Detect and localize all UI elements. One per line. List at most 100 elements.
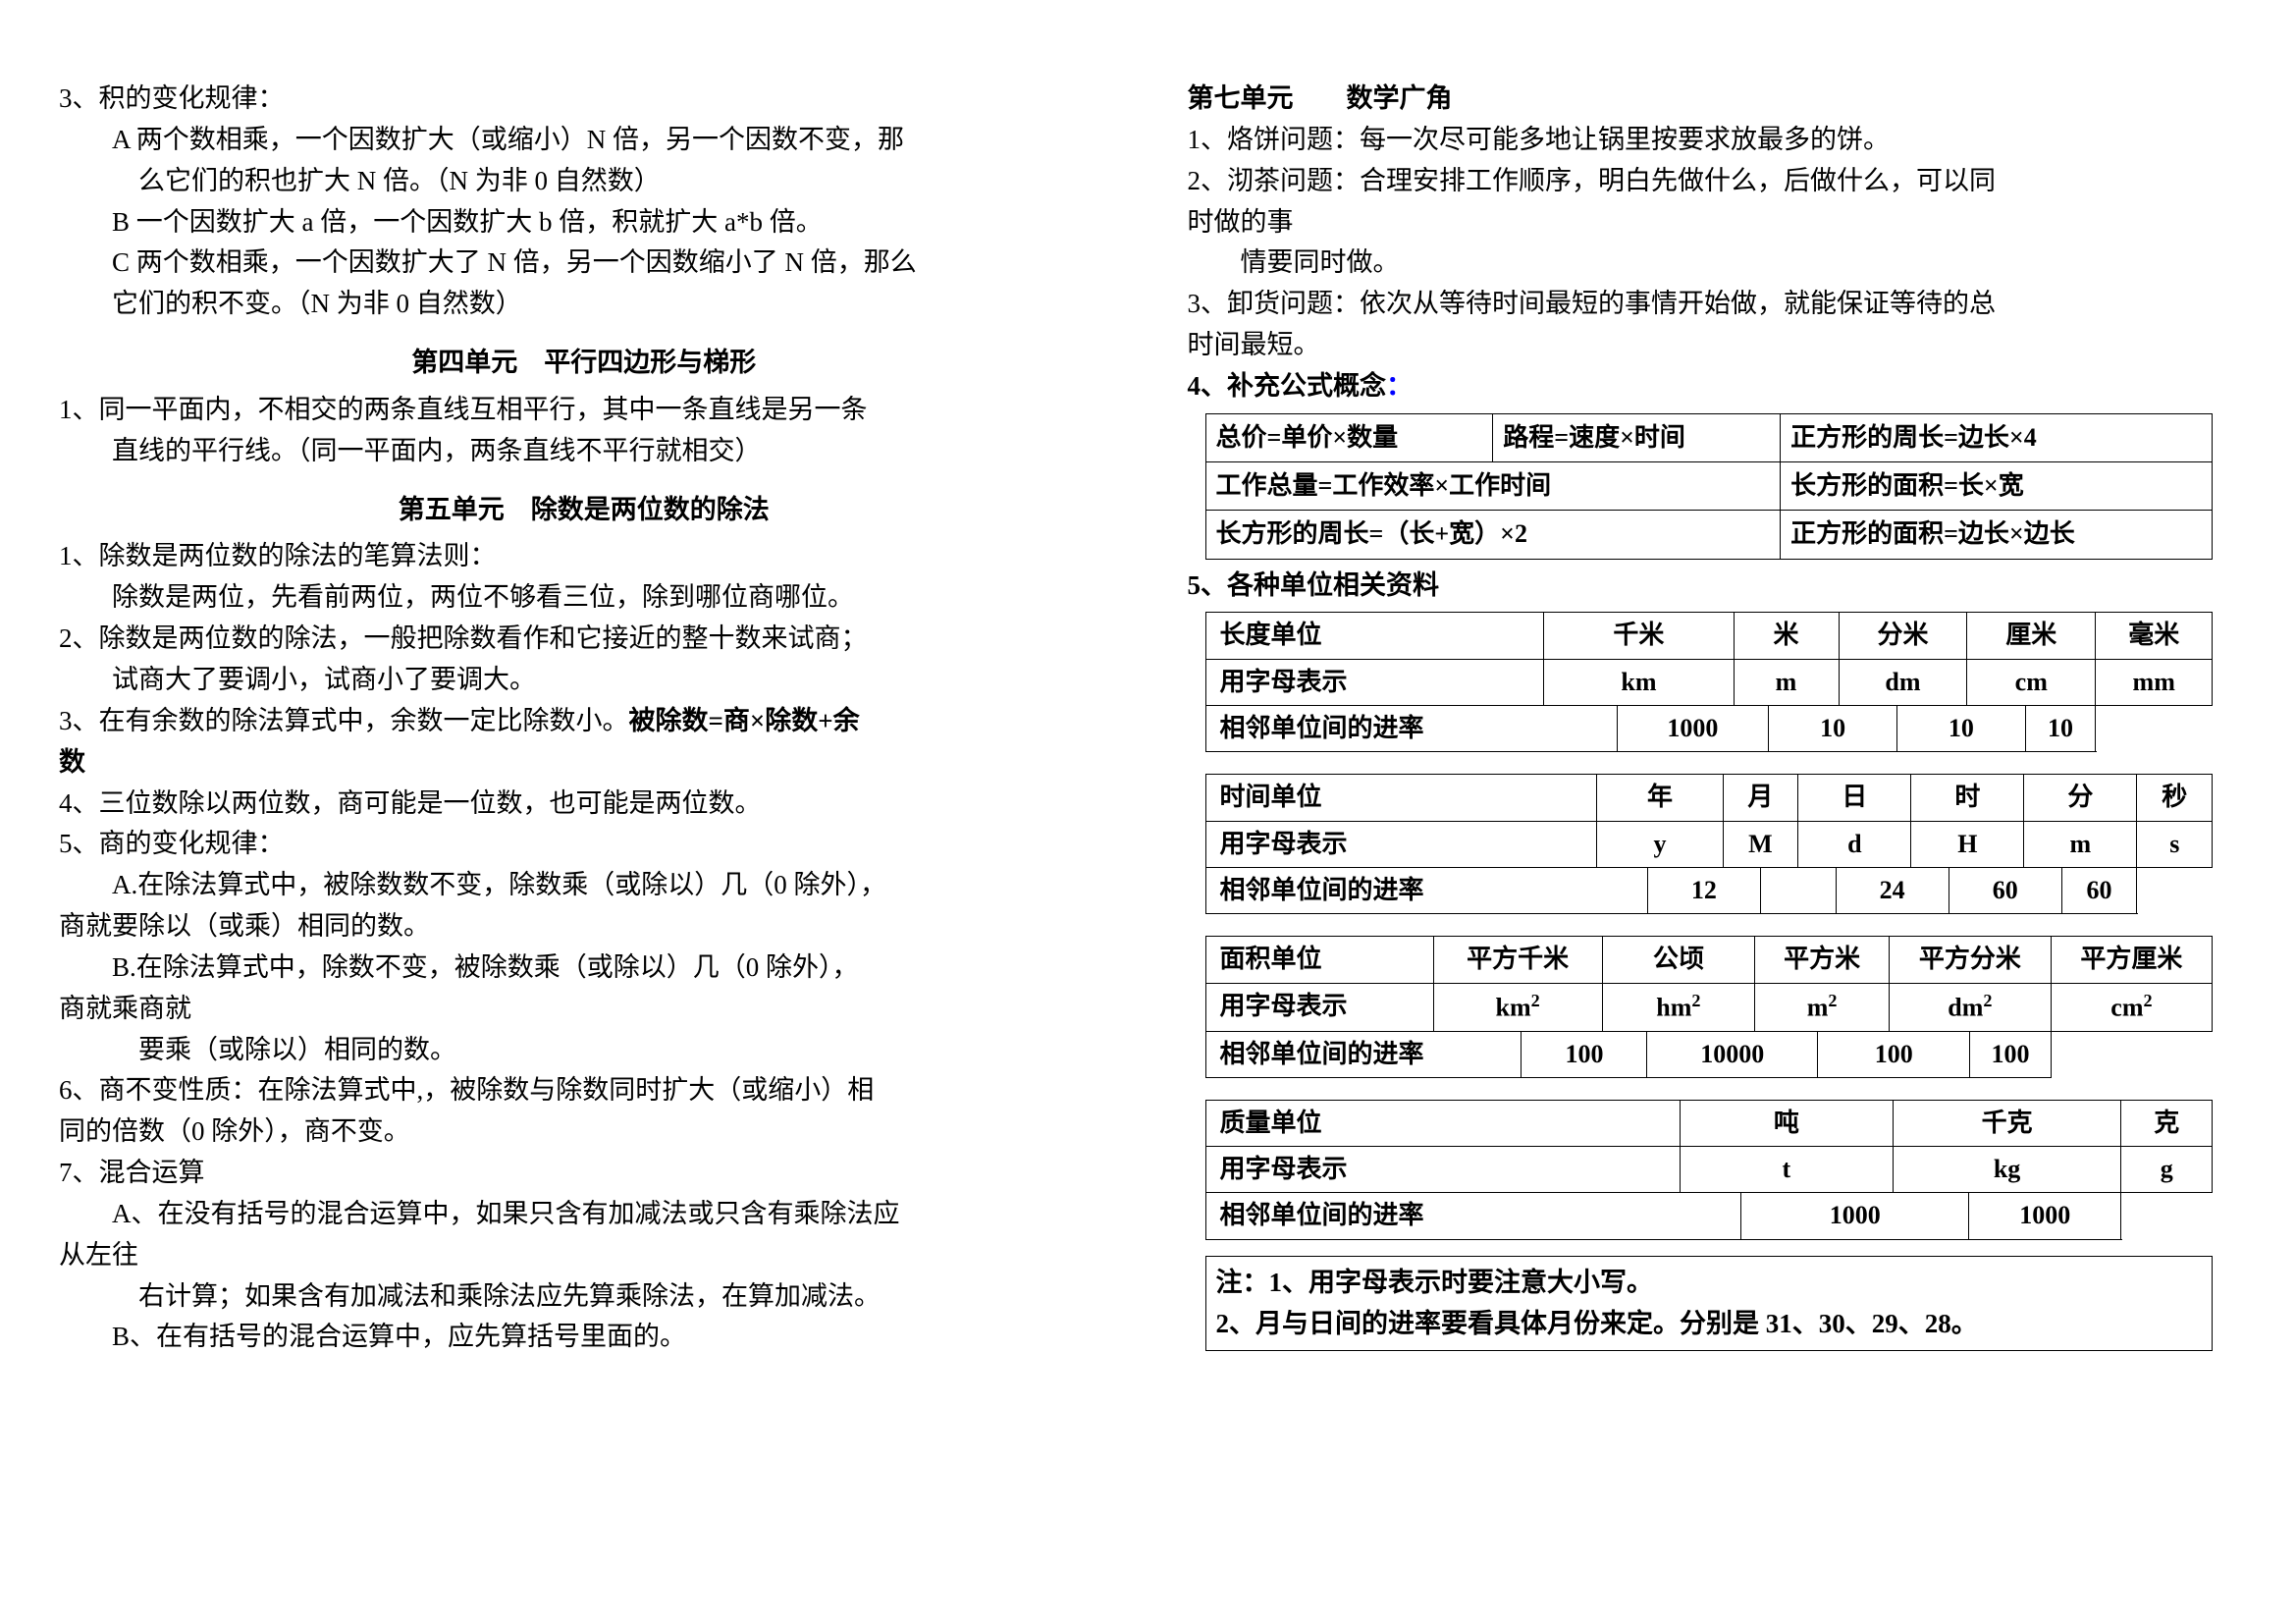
- sec3-c2: 它们的积不变。（N 为非 0 自然数）: [59, 284, 1109, 325]
- time-u1: 月: [1723, 775, 1798, 821]
- length-sym2: dm: [1839, 659, 1967, 705]
- unit5-p1b: 除数是两位，先看前两位，两位不够看三位，除到哪位商哪位。: [59, 577, 1109, 619]
- unit5-p5: 5、商的变化规律：: [59, 824, 1109, 865]
- unit7-p5title: 5、各种单位相关资料: [1188, 566, 2238, 607]
- sec3-b1: B 一个因数扩大 a 倍，一个因数扩大 b 倍，积就扩大 a*b 倍。: [59, 202, 1109, 244]
- unit7-p4title-text: 4、补充公式概念: [1188, 371, 1387, 401]
- length-table: 长度单位 千米 米 分米 厘米 毫米 用字母表示 km m dm cm mm 相…: [1205, 612, 2214, 752]
- unit7-heading: 第七单元 数学广角: [1188, 79, 2238, 120]
- time-rate1: [1760, 867, 1836, 913]
- length-rate3: 10: [2025, 706, 2095, 752]
- unit4-heading: 第四单元 平行四边形与梯形: [59, 343, 1109, 384]
- unit5-p1a-text: 1、除数是两位数的除法的笔算法则：: [59, 541, 497, 570]
- mass-sym0: t: [1680, 1147, 1893, 1193]
- time-rate4: 60: [2061, 867, 2137, 913]
- length-label: 长度单位: [1205, 613, 1544, 659]
- unit5-p7a3: 右计算；如果含有加减法和乘除法应先算乘除法，在算加减法。: [59, 1276, 1109, 1318]
- area-u2: 平方米: [1755, 937, 1890, 983]
- formula-r2c1: 工作总量=工作效率×工作时间: [1205, 462, 1781, 511]
- unit5-p1a: 1、除数是两位数的除法的笔算法则：: [59, 536, 1109, 577]
- time-table: 时间单位 年 月 日 时 分 秒 用字母表示 y M d H m s 相邻单位间…: [1205, 774, 2214, 914]
- time-sym2: d: [1798, 821, 1911, 867]
- mass-u1: 千克: [1893, 1100, 2120, 1146]
- mass-label: 质量单位: [1205, 1100, 1680, 1146]
- time-u4: 分: [2024, 775, 2137, 821]
- area-sym2: m2: [1755, 983, 1890, 1031]
- area-sym3-base: dm: [1948, 993, 1983, 1021]
- length-sym0: km: [1544, 659, 1734, 705]
- length-u0: 千米: [1544, 613, 1734, 659]
- left-column: 3、积的变化规律： A 两个数相乘，一个因数扩大（或缩小）N 倍，另一个因数不变…: [59, 79, 1119, 1565]
- unit7-p2b: 时做的事: [1188, 202, 2238, 244]
- area-rate3: 100: [1970, 1031, 2051, 1077]
- area-rate1: 10000: [1647, 1031, 1818, 1077]
- length-u2: 分米: [1839, 613, 1967, 659]
- length-sym3: cm: [1967, 659, 2096, 705]
- length-u4: 毫米: [2096, 613, 2213, 659]
- time-sym1: M: [1723, 821, 1798, 867]
- unit4-p1: 1、同一平面内，不相交的两条直线互相平行，其中一条直线是另一条: [59, 390, 1109, 431]
- area-rate-label: 相邻单位间的进率: [1205, 1031, 1522, 1077]
- unit7-p3a: 3、卸货问题：依次从等待时间最短的事情开始做，就能保证等待的总: [1188, 284, 2238, 325]
- unit5-p5a1: A.在除法算式中，被除数数不变，除数乘（或除以）几（0 除外），: [59, 865, 1109, 906]
- area-sym1-base: hm: [1656, 993, 1691, 1021]
- units-note: 注：1、用字母表示时要注意大小写。 2、月与日间的进率要看具体月份来定。分别是 …: [1205, 1256, 2214, 1352]
- unit5-p5b3: 要乘（或除以）相同的数。: [59, 1030, 1109, 1071]
- time-units-group: 时间单位 年 月 日 时 分 秒 用字母表示 y M d H m s 相邻单位间…: [1188, 768, 2238, 920]
- unit5-p6b: 同的倍数（0 除外），商不变。: [59, 1111, 1109, 1153]
- area-sym0-base: km: [1496, 993, 1531, 1021]
- area-rate2: 100: [1818, 1031, 1970, 1077]
- unit4-p2: 直线的平行线。（同一平面内，两条直线不平行就相交）: [59, 431, 1109, 472]
- time-rate-label: 相邻单位间的进率: [1205, 867, 1647, 913]
- area-sym3: dm2: [1890, 983, 2052, 1031]
- unit5-p3b: 被除数=商×除数+余: [629, 706, 860, 735]
- unit5-p5a2: 商就要除以（或乘）相同的数。: [59, 906, 1109, 947]
- sec3-a2: 么它们的积也扩大 N 倍。（N 为非 0 自然数）: [59, 161, 1109, 202]
- area-sym4: cm2: [2051, 983, 2213, 1031]
- unit7-p4colon: ：: [1386, 371, 1413, 401]
- unit5-p3a: 3、在有余数的除法算式中，余数一定比除数小。: [59, 706, 629, 735]
- unit5-p7a1: A、在没有括号的混合运算中，如果只含有加减法或只含有乘除法应: [59, 1194, 1109, 1235]
- unit5-p3: 3、在有余数的除法算式中，余数一定比除数小。被除数=商×除数+余: [59, 701, 1109, 742]
- mass-rate-label: 相邻单位间的进率: [1205, 1193, 1741, 1239]
- area-units-group: 面积单位 平方千米 公顷 平方米 平方分米 平方厘米 用字母表示 km2 hm2…: [1188, 930, 2238, 1084]
- formula-r2c2: 长方形的面积=长×宽: [1781, 462, 2213, 511]
- unit5-p6a: 6、商不变性质：在除法算式中,，被除数与除数同时扩大（或缩小）相: [59, 1070, 1109, 1111]
- unit5-p7a2: 从左往: [59, 1235, 1109, 1276]
- area-sym4-base: cm: [2110, 993, 2143, 1021]
- unit7-p1: 1、烙饼问题：每一次尽可能多地让锅里按要求放最多的饼。: [1188, 120, 2238, 161]
- time-rate2: 24: [1836, 867, 1949, 913]
- formula-table: 总价=单价×数量 路程=速度×时间 正方形的周长=边长×4 工作总量=工作效率×…: [1205, 413, 2214, 560]
- unit5-p5b2: 商就乘商就: [59, 989, 1109, 1030]
- unit5-p4: 4、三位数除以两位数，商可能是一位数，也可能是两位数。: [59, 784, 1109, 825]
- mass-sym1: kg: [1893, 1147, 2120, 1193]
- area-sym2-base: m: [1807, 993, 1829, 1021]
- time-sym5: s: [2137, 821, 2213, 867]
- mass-sym2: g: [2121, 1147, 2213, 1193]
- formula-r3c2: 正方形的面积=边长×边长: [1781, 511, 2213, 559]
- unit5-p3c: 数: [59, 742, 1109, 784]
- sec3-title: 3、积的变化规律：: [59, 79, 1109, 120]
- mass-u2: 克: [2121, 1100, 2213, 1146]
- unit5-p2b: 试商大了要调小，试商小了要调大。: [59, 660, 1109, 701]
- area-u0: 平方千米: [1433, 937, 1602, 983]
- unit5-p2a: 2、除数是两位数的除法，一般把除数看作和它接近的整十数来试商；: [59, 619, 1109, 660]
- area-rate0: 100: [1522, 1031, 1647, 1077]
- formula-r3c1: 长方形的周长=（长+宽）×2: [1205, 511, 1781, 559]
- mass-table: 质量单位 吨 千克 克 用字母表示 t kg g 相邻单位间的进率 1000 1…: [1205, 1100, 2214, 1240]
- unit5-p5b1: B.在除法算式中，除数不变，被除数乘（或除以）几（0 除外），: [59, 947, 1109, 989]
- time-sym3: H: [1911, 821, 2024, 867]
- unit7-p2c: 情要同时做。: [1188, 243, 2238, 284]
- unit7-p2a: 2、沏茶问题：合理安排工作顺序，明白先做什么，后做什么，可以同: [1188, 161, 2238, 202]
- area-u4: 平方厘米: [2051, 937, 2213, 983]
- formula-r1c2: 路程=速度×时间: [1493, 413, 1781, 461]
- sec3-c1: C 两个数相乘，一个因数扩大了 N 倍，另一个因数缩小了 N 倍，那么: [59, 243, 1109, 284]
- time-u0: 年: [1597, 775, 1723, 821]
- length-sym1: m: [1734, 659, 1839, 705]
- length-rate2: 10: [1897, 706, 2026, 752]
- mass-rate1: 1000: [1969, 1193, 2121, 1239]
- unit5-p7: 7、混合运算: [59, 1153, 1109, 1194]
- unit7-p3b: 时间最短。: [1188, 325, 2238, 366]
- length-units-group: 长度单位 千米 米 分米 厘米 毫米 用字母表示 km m dm cm mm 相…: [1188, 606, 2238, 758]
- length-rate0: 1000: [1617, 706, 1769, 752]
